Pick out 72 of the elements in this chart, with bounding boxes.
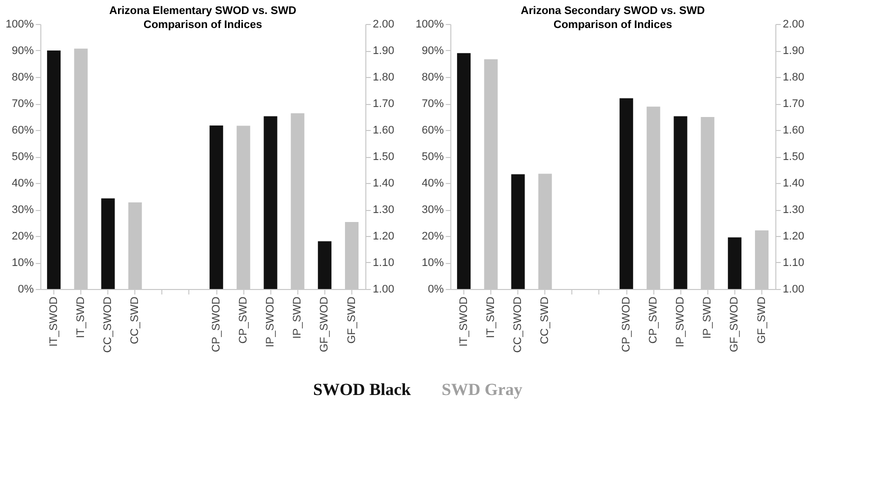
y-tick-label: 20% <box>422 230 444 242</box>
x-tick-label: IP_SWD <box>292 296 304 339</box>
x-tick-label: GF_SWOD <box>728 296 741 352</box>
y-tick-label: 30% <box>12 204 34 216</box>
y-tick-label: 50% <box>12 151 34 163</box>
y2-tick-label: 1.70 <box>782 98 804 110</box>
y2-tick-label: 1.90 <box>782 45 804 57</box>
y-tick-label: 80% <box>422 72 444 84</box>
y-tick-label: 50% <box>422 151 444 163</box>
text: SWD Gray <box>442 380 523 399</box>
x-tick-label: IT_SWOD <box>458 296 470 347</box>
y-tick-label: 10% <box>422 257 444 269</box>
y2-tick-label: 2.00 <box>372 18 394 30</box>
y2-tick-label: 1.40 <box>372 178 394 190</box>
y-tick-label: 40% <box>422 178 444 190</box>
y-tick-label: 40% <box>12 178 34 190</box>
y2-tick-label: 1.10 <box>372 257 394 269</box>
y-tick-label: 0% <box>18 284 34 296</box>
x-tick-label: CP_SWOD <box>620 296 632 352</box>
chart-title: Arizona Elementary SWOD vs. SWD Comparison of Indices <box>109 5 296 31</box>
x-tick-label: IT_SWD <box>74 296 87 338</box>
x-tick-label: CC_SWD <box>129 296 142 344</box>
x-tick-label: IT_SWD <box>484 296 497 338</box>
y-tick-label: 60% <box>422 124 444 136</box>
x-tick-label: CC_SWOD <box>512 296 524 353</box>
y2-tick-label: 1.00 <box>372 284 394 296</box>
y-tick-label: 80% <box>12 72 34 84</box>
x-tick-label: IP_SWOD <box>674 296 687 348</box>
y-tick-label: 60% <box>12 124 34 136</box>
x-tick-label: GF_SWD <box>756 296 768 344</box>
y-tick-label: 10% <box>12 257 34 269</box>
y2-tick-label: 1.50 <box>372 151 394 163</box>
text: SWOD Black <box>313 380 412 399</box>
x-tick-label: CP_SWD <box>647 296 660 344</box>
y2-tick-label: 1.20 <box>372 230 394 242</box>
bar <box>47 50 61 289</box>
y2-tick-label: 1.80 <box>372 72 394 84</box>
y-tick-label: 20% <box>12 230 34 242</box>
bar <box>457 53 471 289</box>
y2-tick-label: 1.30 <box>782 204 804 216</box>
x-tick-label: GF_SWOD <box>318 296 331 352</box>
y2-tick-label: 1.70 <box>372 98 394 110</box>
x-tick-label: IT_SWOD <box>48 296 60 347</box>
x-tick-label: IP_SWD <box>702 296 714 339</box>
x-tick-label: IP_SWOD <box>264 296 277 348</box>
bar <box>101 198 115 289</box>
y2-tick-label: 1.00 <box>782 284 804 296</box>
y-tick-label: 70% <box>12 98 34 110</box>
y-tick-label: 70% <box>422 98 444 110</box>
x-tick-label: CP_SWD <box>237 296 250 344</box>
x-tick-label: GF_SWD <box>346 296 358 344</box>
y-tick-label: 100% <box>416 18 444 30</box>
y2-tick-label: 1.30 <box>372 204 394 216</box>
y2-tick-label: 1.50 <box>782 151 804 163</box>
chart-title: Arizona Secondary SWOD vs. SWD Comparison of Indices <box>520 5 705 31</box>
y2-tick-label: 2.00 <box>782 18 804 30</box>
y2-tick-label: 1.60 <box>782 124 804 136</box>
bar <box>511 174 525 289</box>
y2-tick-label: 1.10 <box>782 257 804 269</box>
y2-tick-label: 1.60 <box>372 124 394 136</box>
x-tick-label: CC_SWOD <box>102 296 114 353</box>
y-tick-label: 90% <box>12 45 34 57</box>
y-tick-label: 100% <box>6 18 34 30</box>
y2-tick-label: 1.40 <box>782 178 804 190</box>
y-tick-label: 90% <box>422 45 444 57</box>
x-tick-label: CC_SWD <box>539 296 552 344</box>
y-tick-label: 30% <box>422 204 444 216</box>
y2-tick-label: 1.80 <box>782 72 804 84</box>
y2-tick-label: 1.20 <box>782 230 804 242</box>
y2-tick-label: 1.90 <box>372 45 394 57</box>
y-tick-label: 0% <box>428 284 444 296</box>
x-tick-label: CP_SWOD <box>210 296 222 352</box>
